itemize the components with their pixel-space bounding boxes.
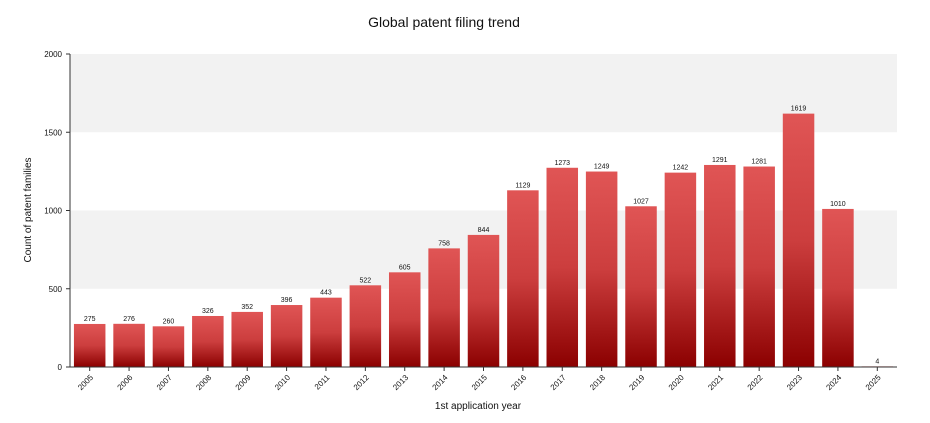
- x-tick-label: 2019: [627, 373, 646, 392]
- bar: [349, 285, 382, 367]
- bar: [270, 305, 303, 367]
- y-tick-label: 1500: [44, 128, 62, 137]
- bar: [467, 234, 500, 367]
- bar: [782, 113, 815, 368]
- x-tick-label: 2013: [391, 373, 410, 392]
- bar: [704, 164, 736, 367]
- y-tick-label: 500: [49, 285, 63, 294]
- data-label: 844: [478, 227, 490, 234]
- x-tick-label: 2005: [76, 373, 95, 392]
- bar: [113, 323, 145, 367]
- chart-title: Global patent filing trend: [368, 14, 520, 30]
- y-tick-label: 2000: [44, 50, 62, 59]
- data-label: 1242: [673, 165, 689, 172]
- bar: [428, 248, 460, 367]
- data-label: 1129: [515, 182, 530, 189]
- data-label: 396: [281, 297, 293, 304]
- x-tick-label: 2016: [509, 373, 528, 392]
- data-label: 605: [399, 264, 411, 271]
- x-axis-ticks: 2005 2006 2007 2008 2009 2010 2011 2012 2013 2014…: [76, 367, 883, 392]
- y-axis-title: Count of patent families: [23, 157, 34, 262]
- bar: [73, 323, 106, 367]
- x-tick-label: 2018: [588, 373, 607, 392]
- y-tick-label: 0: [58, 363, 63, 372]
- bar: [388, 272, 421, 367]
- data-label: 1291: [712, 157, 728, 164]
- bar: [664, 172, 697, 367]
- bar: [822, 208, 854, 367]
- data-label: 1010: [830, 201, 846, 208]
- grid-band: [70, 54, 897, 133]
- x-tick-label: 2010: [273, 373, 292, 392]
- data-label: 260: [163, 318, 175, 325]
- data-label: 352: [241, 304, 253, 311]
- data-label: 4: [875, 358, 879, 365]
- bar: [192, 315, 224, 367]
- data-label: 1273: [554, 160, 570, 167]
- bar: [507, 190, 539, 367]
- y-tick-label: 1000: [44, 207, 62, 216]
- bar: [231, 311, 263, 367]
- data-label: 326: [202, 308, 214, 315]
- y-axis-ticks: 0 500 1000 1500 2000: [44, 50, 70, 372]
- bar: [625, 206, 657, 367]
- data-label: 275: [84, 316, 96, 323]
- data-label: 1027: [633, 198, 649, 205]
- bar: [743, 166, 775, 367]
- data-label: 1249: [594, 164, 610, 171]
- x-tick-label: 2023: [785, 373, 804, 392]
- x-axis-title: 1st application year: [435, 401, 522, 412]
- data-label: 276: [123, 316, 135, 323]
- x-tick-label: 2017: [549, 373, 568, 392]
- bars: 275 276 260 326 352 396 443 522 605 758 844 1129 127…: [73, 106, 894, 368]
- x-tick-label: 2025: [864, 373, 883, 392]
- data-label: 758: [438, 240, 450, 247]
- bar: [585, 171, 618, 367]
- x-tick-label: 2006: [116, 373, 135, 392]
- x-tick-label: 2014: [431, 373, 450, 392]
- x-tick-label: 2020: [667, 373, 686, 392]
- bar: [152, 326, 185, 367]
- data-label: 1619: [791, 106, 807, 113]
- x-tick-label: 2024: [824, 373, 843, 392]
- bar: [310, 297, 342, 367]
- x-tick-label: 2011: [313, 373, 332, 392]
- x-tick-label: 2007: [155, 373, 174, 392]
- bar: [546, 167, 579, 367]
- x-tick-label: 2008: [194, 373, 213, 392]
- data-label: 522: [360, 277, 372, 284]
- data-label: 443: [320, 290, 332, 297]
- data-label: 1281: [751, 159, 767, 166]
- x-tick-label: 2015: [470, 373, 489, 392]
- x-tick-label: 2009: [234, 373, 253, 392]
- x-tick-label: 2021: [706, 373, 725, 392]
- x-tick-label: 2012: [352, 373, 371, 392]
- x-tick-label: 2022: [746, 373, 765, 392]
